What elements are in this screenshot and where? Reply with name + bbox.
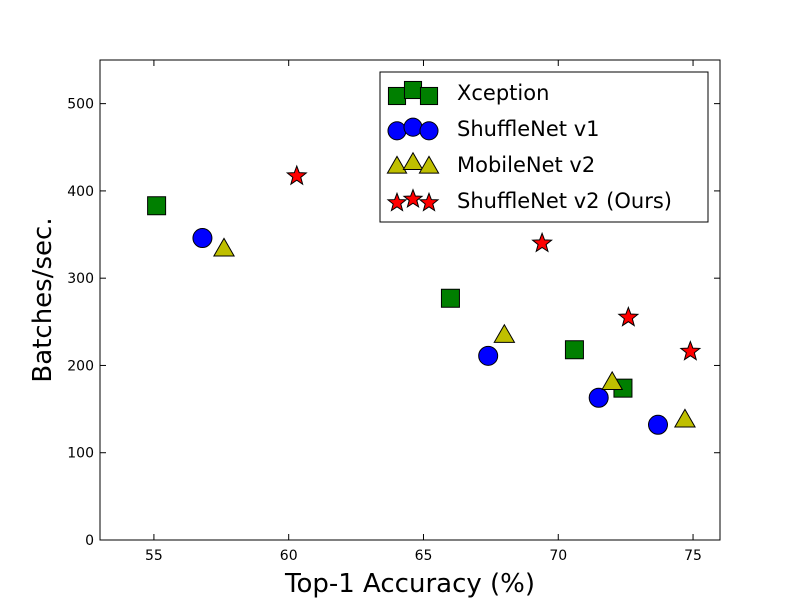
data-point <box>147 196 167 216</box>
axis-ticks: 55 60 65 70 75 0 100 200 300 400 500 <box>67 60 720 564</box>
legend-entry: Xception <box>387 80 549 106</box>
data-point <box>213 237 235 257</box>
data-point <box>564 340 584 360</box>
series-shufflenet-v1 <box>192 228 668 435</box>
series-mobilenet-v2 <box>213 237 696 428</box>
plot-area <box>147 164 702 435</box>
data-point <box>440 288 460 308</box>
legend-label: ShuffleNet v2 (Ours) <box>457 189 672 213</box>
legend-marker <box>403 80 423 100</box>
legend-entry: ShuffleNet v1 <box>387 117 600 141</box>
data-point <box>531 231 553 253</box>
series-xception <box>147 196 633 398</box>
data-point <box>617 306 640 327</box>
x-tick-label: 75 <box>684 548 702 564</box>
legend-marker <box>419 86 439 106</box>
x-tick-label: 65 <box>415 548 433 564</box>
legend-entry: ShuffleNet v2 (Ours) <box>386 188 672 213</box>
data-point <box>648 414 668 435</box>
legend-label: Xception <box>457 81 549 105</box>
legend-marker <box>386 191 408 212</box>
legend-marker <box>402 151 424 170</box>
legend: Xception ShuffleNet v1 MobileNet v2 Shuffle… <box>379 71 709 223</box>
y-tick-label: 0 <box>85 533 94 549</box>
y-tick-label: 300 <box>67 271 94 287</box>
x-tick-label: 60 <box>280 548 298 564</box>
legend-marker <box>387 121 407 141</box>
data-point <box>285 164 308 186</box>
data-point <box>493 323 516 343</box>
legend-marker <box>418 191 440 212</box>
legend-label: MobileNet v2 <box>457 153 595 177</box>
legend-marker <box>386 155 408 174</box>
x-axis-title: Top-1 Accuracy (%) <box>284 569 535 599</box>
y-tick-label: 100 <box>67 446 94 462</box>
data-point <box>601 370 624 391</box>
data-point <box>679 340 702 361</box>
x-tick-label: 55 <box>145 548 163 564</box>
y-tick-label: 200 <box>67 358 94 374</box>
legend-marker <box>418 155 440 174</box>
legend-label: ShuffleNet v1 <box>457 117 600 141</box>
legend-marker <box>387 86 407 106</box>
data-point <box>478 345 499 366</box>
legend-marker <box>402 188 424 209</box>
legend-marker <box>403 117 423 137</box>
x-tick-label: 70 <box>549 548 567 564</box>
legend-marker <box>419 121 439 141</box>
y-tick-label: 400 <box>67 184 94 200</box>
data-point <box>192 228 213 249</box>
axes-frame <box>99 59 721 541</box>
legend-entry: MobileNet v2 <box>386 151 595 177</box>
data-point <box>673 408 696 428</box>
y-tick-label: 500 <box>67 97 94 113</box>
series-shufflenet-v2-ours <box>285 164 702 361</box>
y-axis-title: Batches/sec. <box>28 217 58 382</box>
data-point <box>588 387 609 408</box>
